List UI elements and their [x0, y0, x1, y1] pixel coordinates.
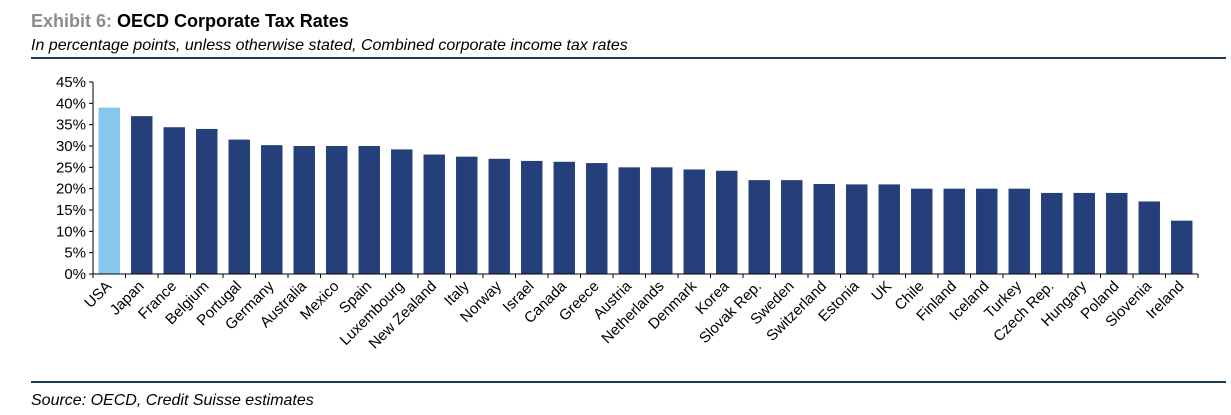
title-text: OECD Corporate Tax Rates: [117, 11, 349, 31]
bar-slovak-rep-: [748, 180, 770, 274]
bottom-rule: [31, 381, 1226, 383]
bar-slovenia: [1138, 201, 1160, 274]
bar-czech-rep-: [1041, 192, 1063, 274]
y-tick-label: 0%: [64, 266, 86, 283]
bar-turkey: [1008, 188, 1030, 274]
bar-switzerland: [813, 183, 835, 274]
bar-belgium: [196, 128, 218, 274]
y-tick-label: 35%: [56, 117, 86, 134]
bar-australia: [293, 146, 315, 274]
bar-finland: [943, 188, 965, 274]
bar-germany: [261, 145, 283, 274]
top-rule: [31, 57, 1226, 59]
bar-hungary: [1073, 192, 1095, 274]
y-tick-label: 5%: [64, 245, 86, 262]
bar-austria: [618, 167, 640, 274]
bar-netherlands: [651, 167, 673, 274]
bar-usa: [98, 107, 120, 274]
chart-title: Exhibit 6: OECD Corporate Tax Rates: [31, 11, 349, 32]
y-tick-label: 25%: [56, 159, 86, 176]
chart-subtitle: In percentage points, unless otherwise s…: [31, 37, 628, 54]
bar-greece: [586, 163, 608, 274]
bar-spain: [358, 146, 380, 274]
bar-chart: 0%5%10%15%20%25%30%35%40%45%USAJapanFran…: [56, 74, 1199, 352]
bar-france: [163, 127, 185, 274]
y-tick-label: 30%: [56, 138, 86, 155]
y-tick-label: 40%: [56, 95, 86, 112]
bar-iceland: [976, 188, 998, 274]
bar-ireland: [1171, 220, 1193, 274]
bar-luxembourg: [391, 149, 413, 274]
bar-korea: [716, 170, 738, 274]
bar-poland: [1106, 192, 1128, 274]
bar-canada: [553, 161, 575, 274]
y-tick-label: 20%: [56, 181, 86, 198]
x-tick-label: UK: [868, 278, 895, 305]
y-tick-label: 45%: [56, 74, 86, 91]
source-note: Source: OECD, Credit Suisse estimates: [31, 392, 314, 409]
bar-estonia: [846, 184, 868, 274]
exhibit-label: Exhibit 6:: [31, 11, 113, 31]
bar-new-zealand: [423, 154, 445, 274]
bar-norway: [488, 158, 510, 274]
bar-italy: [456, 156, 478, 274]
bar-portugal: [228, 139, 250, 274]
bar-chile: [911, 188, 933, 274]
bar-sweden: [781, 180, 803, 274]
y-tick-label: 15%: [56, 202, 86, 219]
bar-mexico: [326, 146, 348, 274]
x-tick-label: Ireland: [1143, 278, 1187, 322]
y-tick-label: 10%: [56, 223, 86, 240]
bar-japan: [131, 116, 153, 274]
bar-uk: [878, 184, 900, 274]
bar-denmark: [683, 169, 705, 274]
bar-israel: [521, 160, 543, 274]
